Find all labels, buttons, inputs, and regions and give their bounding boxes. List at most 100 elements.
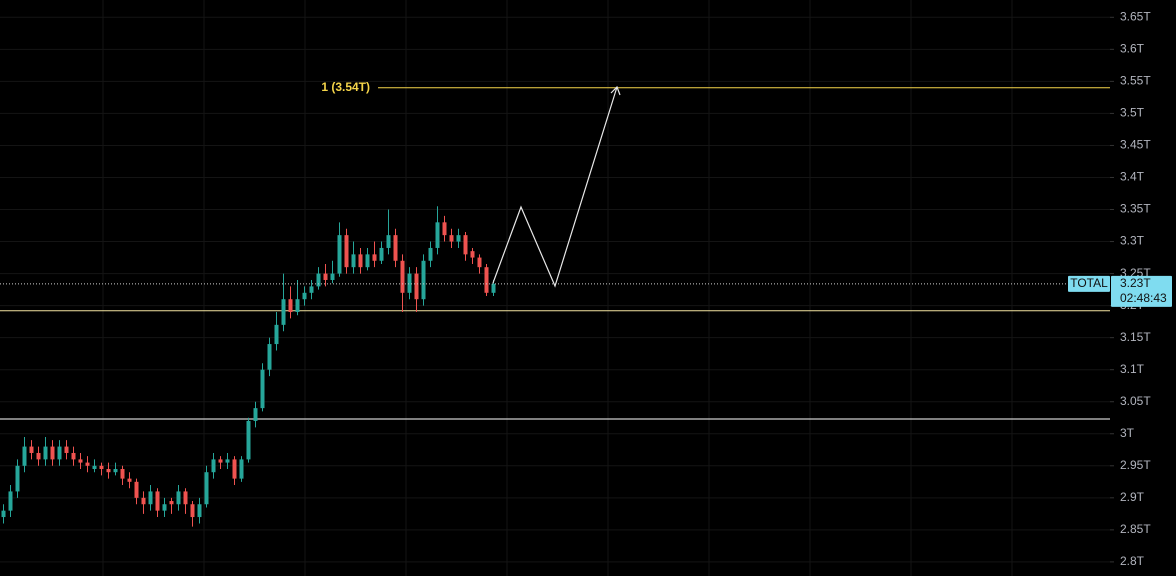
candle-body — [309, 286, 314, 293]
candle-body — [183, 491, 188, 505]
y-tick-label: 3.45T — [1120, 138, 1151, 152]
candle-body — [141, 497, 146, 505]
candle-body — [449, 235, 454, 242]
candle-body — [78, 459, 83, 463]
candle-body — [281, 299, 286, 325]
candle-body — [435, 222, 440, 248]
candle-body — [85, 462, 90, 466]
candle-body — [267, 344, 272, 370]
candle-body — [232, 459, 237, 479]
candle-body — [1, 510, 6, 518]
candle-body — [407, 273, 412, 293]
candle-body — [36, 452, 41, 460]
candle-body — [414, 273, 419, 300]
y-tick-label: 3.3T — [1120, 234, 1145, 248]
candle-body — [421, 260, 426, 300]
projection-arrowhead — [610, 85, 621, 96]
candle-body — [113, 469, 118, 473]
candle-body — [246, 420, 251, 460]
candle-body — [393, 235, 398, 261]
candle-body — [477, 257, 482, 268]
candle-body — [162, 504, 167, 511]
candle-body — [372, 254, 377, 261]
level-label: 1 (3.54T) — [321, 80, 370, 94]
candle-body — [442, 222, 447, 236]
candle-body — [260, 369, 265, 409]
candle-body — [71, 452, 76, 460]
plot: 1 (3.54T) — [0, 80, 1110, 527]
y-tick-label: 2.9T — [1120, 490, 1145, 504]
y-tick-label: 3.6T — [1120, 42, 1145, 56]
y-tick-label: 3.1T — [1120, 362, 1145, 376]
candle-body — [169, 501, 174, 505]
candle-body — [428, 247, 433, 261]
candle-body — [365, 254, 370, 268]
candle-body — [204, 472, 209, 505]
candle-body — [330, 273, 335, 280]
candle-body — [57, 446, 62, 460]
candle-body — [211, 459, 216, 473]
candle-body — [400, 260, 405, 293]
candle-body — [358, 254, 363, 268]
y-tick-label: 3.05T — [1120, 394, 1151, 408]
candle-body — [351, 254, 356, 268]
candle-body — [288, 299, 293, 313]
candle-body — [379, 247, 384, 261]
y-tick-label: 3.35T — [1120, 202, 1151, 216]
y-tick-label: 2.85T — [1120, 522, 1151, 536]
candle-body — [344, 235, 349, 268]
candle-body — [253, 408, 258, 421]
y-tick-label: 3T — [1120, 426, 1135, 440]
symbol-tag-text: TOTAL — [1070, 276, 1108, 290]
y-tick-label: 3.55T — [1120, 74, 1151, 88]
candle-body — [302, 292, 307, 300]
candle-body — [491, 283, 496, 293]
y-tick-label: 3.65T — [1120, 9, 1151, 23]
candle-body — [106, 469, 111, 473]
candle-body — [99, 465, 104, 470]
candle-body — [127, 478, 132, 482]
candle-body — [463, 235, 468, 255]
candle-body — [64, 446, 69, 453]
grid — [0, 0, 1110, 576]
candle-body — [22, 446, 27, 466]
y-tick-label: 3.4T — [1120, 170, 1145, 184]
candle-body — [120, 469, 125, 479]
y-tick-label: 2.8T — [1120, 554, 1145, 568]
price-tag — [1111, 275, 1172, 307]
projection — [492, 85, 621, 288]
symbol-tag — [1068, 275, 1110, 292]
candle-body — [274, 324, 279, 345]
candle-body — [316, 273, 321, 287]
candle-body — [386, 235, 391, 248]
candle-body — [176, 491, 181, 505]
candle-body — [337, 235, 342, 274]
candle-body — [190, 504, 195, 518]
price-tag-text: 3.23T — [1120, 276, 1151, 290]
candle-body — [29, 446, 34, 453]
countdown-text: 02:48:43 — [1120, 291, 1167, 305]
candle-body — [15, 465, 20, 492]
candle-body — [218, 459, 223, 463]
candle-body — [484, 267, 489, 293]
candle-body — [456, 235, 461, 242]
price-axis: 2.8T2.85T2.9T2.95T3T3.05T3.1T3.15T3.2T3.… — [1068, 9, 1172, 568]
candle-body — [134, 481, 139, 498]
candle-body — [43, 446, 48, 460]
candle-body — [92, 465, 97, 470]
candle-body — [295, 299, 300, 313]
candle-body — [8, 491, 13, 511]
y-tick-label: 3.15T — [1120, 330, 1151, 344]
candle-body — [197, 504, 202, 518]
y-tick-label: 2.95T — [1120, 458, 1151, 472]
y-tick-label: 3.5T — [1120, 106, 1145, 120]
candle-body — [239, 459, 244, 479]
candle-body — [50, 446, 55, 460]
candle-body — [323, 273, 328, 280]
candle-body — [155, 491, 160, 511]
candle-body — [470, 251, 475, 258]
candle-body — [225, 459, 230, 463]
candle-body — [148, 491, 153, 505]
